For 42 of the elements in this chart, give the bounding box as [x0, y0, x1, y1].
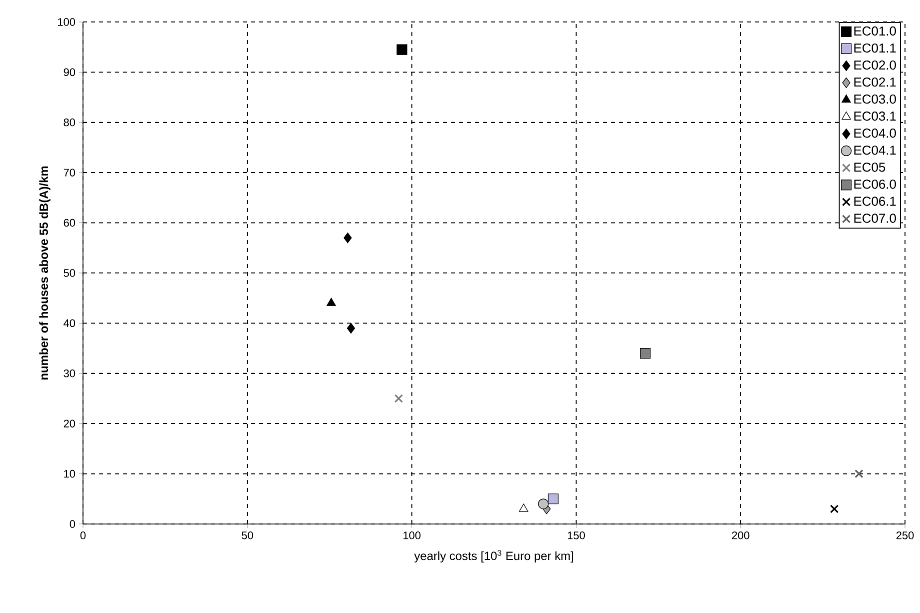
x-tick-label: 250	[896, 532, 914, 540]
x-axis-title: yearly costs [10$^{3}$ Euro per km]	[414, 550, 574, 562]
y-tick-label: 40	[64, 319, 76, 328]
point	[830, 504, 839, 514]
x-tick-label: 150	[568, 532, 585, 540]
x-tick-label: 200	[732, 532, 750, 540]
y-tick-label: 70	[64, 168, 76, 176]
legend-label: EC04.0	[854, 128, 896, 138]
point	[518, 504, 528, 512]
y-tick-label: 60	[64, 218, 76, 227]
point	[854, 469, 864, 478]
y-tick-label: 20	[64, 420, 76, 428]
x-tick-label: 100	[403, 532, 421, 540]
y-tick-label: 90	[64, 68, 76, 76]
legend-label: EC02.1	[854, 77, 896, 87]
x-tick-label: 0	[80, 532, 86, 540]
point	[640, 348, 651, 359]
legend-label: EC05	[854, 162, 886, 172]
point	[548, 494, 558, 504]
point	[344, 232, 352, 244]
legend-label: EC02.0	[854, 60, 896, 70]
y-tick-label: 50	[64, 269, 76, 277]
legend-label: EC01.0	[854, 26, 896, 36]
point	[346, 322, 356, 334]
y-tick-label: 80	[64, 118, 76, 126]
legend-label: EC06.1	[854, 196, 896, 206]
y-tick-label: 30	[64, 370, 76, 378]
y-tick-label: 100	[58, 18, 76, 26]
legend-label: EC03.1	[854, 112, 896, 121]
legend-label: EC04.1	[854, 146, 896, 155]
legend-label: EC01.1	[854, 43, 896, 53]
x-tick-label: 50	[242, 532, 254, 540]
y-tick-label: 0	[70, 520, 76, 528]
legend-label: EC03.0	[854, 94, 896, 104]
point	[538, 498, 549, 510]
y-axis-title: number of houses above 55 dB(A)/km	[39, 166, 50, 380]
point	[326, 298, 336, 306]
legend-label: EC07.0	[854, 214, 896, 223]
point	[396, 44, 408, 55]
legend-label: EC06.0	[854, 180, 896, 189]
y-tick-label: 10	[64, 470, 76, 478]
point	[394, 394, 403, 403]
